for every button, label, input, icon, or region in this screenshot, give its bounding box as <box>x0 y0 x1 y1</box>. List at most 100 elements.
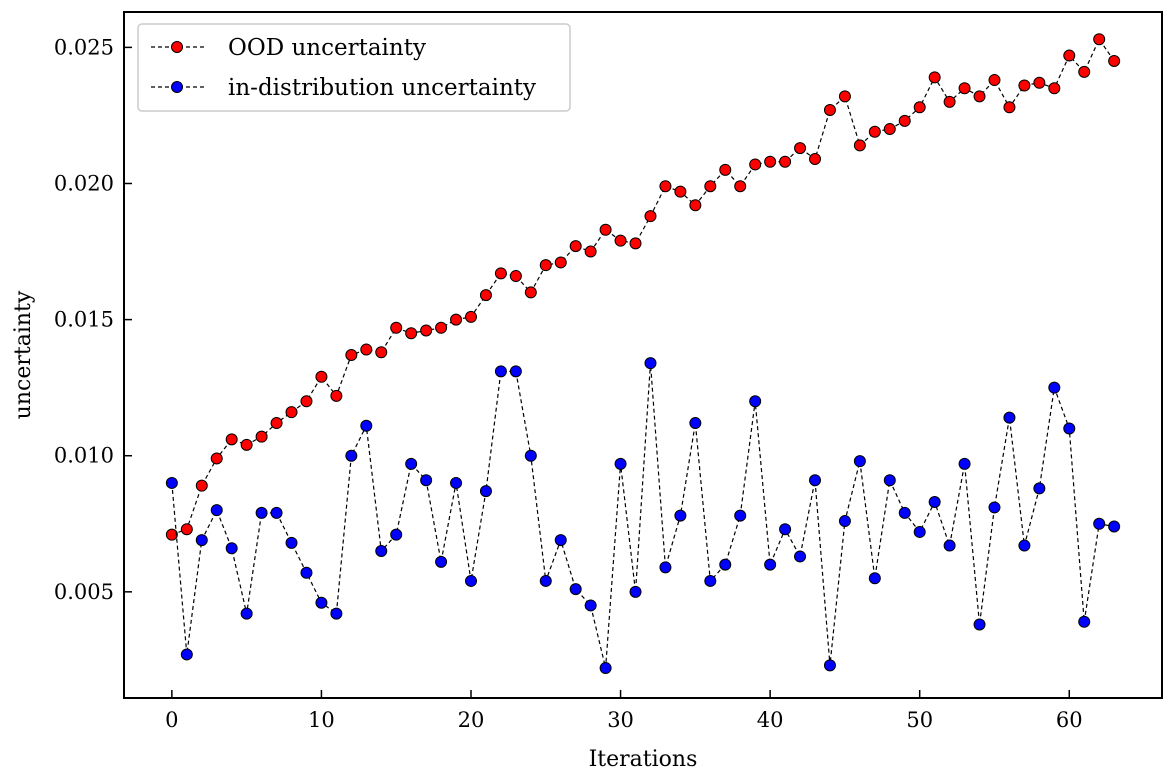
y-tick-label: 0.015 <box>54 308 114 332</box>
series-1-point <box>614 234 627 247</box>
series-2-point <box>599 662 612 675</box>
series-2-point <box>779 523 792 536</box>
series-2-point <box>390 528 403 541</box>
series-1-point <box>958 82 971 95</box>
x-tick-label: 50 <box>906 708 933 732</box>
legend-label-2: in-distribution uncertainty <box>228 75 536 101</box>
series-layer <box>165 33 1121 675</box>
x-axis-label: Iterations <box>589 747 698 772</box>
series-1-point <box>644 210 657 223</box>
series-2-point <box>853 455 866 468</box>
ticks-layer: 0 10 20 30 40 50 60 0.005 0.010 0.015 0.020 0.025 <box>54 35 1083 732</box>
y-tick-label: 0.010 <box>54 444 114 468</box>
series-1-point <box>554 256 567 269</box>
series-2-point <box>255 506 268 519</box>
y-tick-label: 0.005 <box>54 580 114 604</box>
series-2-point <box>435 555 448 568</box>
series-2-point <box>375 545 388 557</box>
series-2-point <box>838 515 851 528</box>
series-2-point <box>405 457 418 470</box>
series-2-point <box>719 558 732 571</box>
series-1-point <box>584 245 597 258</box>
series-2-point <box>973 618 986 631</box>
series-1-point <box>390 321 403 334</box>
series-1-point <box>1108 55 1121 67</box>
series-1-line <box>171 38 1115 536</box>
series-1-point <box>315 370 328 383</box>
series-2-point <box>420 474 433 487</box>
x-tick-label: 30 <box>607 708 634 732</box>
series-1-point <box>704 180 717 193</box>
series-2-point <box>898 506 911 519</box>
series-1-point <box>539 259 552 272</box>
series-1-point <box>1018 79 1031 92</box>
series-2-point <box>509 365 522 378</box>
series-1-point <box>270 417 283 430</box>
series-1-point <box>823 104 836 116</box>
series-2-point <box>659 561 672 574</box>
series-2-point <box>165 476 178 489</box>
series-2-point <box>225 542 238 555</box>
series-1-point <box>764 155 777 168</box>
series-1-point <box>988 74 1001 87</box>
series-2 <box>165 357 1121 675</box>
series-1-point <box>809 153 821 165</box>
series-2-point <box>764 558 777 571</box>
series-2-point <box>539 574 552 587</box>
series-1-point <box>883 123 896 136</box>
series-2-point <box>300 566 313 579</box>
series-1-point <box>210 452 223 465</box>
series-2-point <box>180 648 193 661</box>
series-1-point <box>1048 82 1061 95</box>
series-1-point <box>330 389 343 402</box>
series-2-point <box>958 457 971 470</box>
series-2-point <box>1063 422 1076 435</box>
plot-frame <box>123 11 1163 699</box>
series-1-point <box>569 240 582 253</box>
series-1-point <box>435 321 448 334</box>
series-1-point <box>674 185 687 198</box>
series-2-point <box>270 506 283 519</box>
series-1-point <box>973 90 986 103</box>
series-2-point <box>1108 520 1121 533</box>
legend-box <box>137 23 571 112</box>
series-1-point <box>1093 33 1106 46</box>
series-2-point <box>943 539 956 552</box>
series-1-point <box>853 139 866 152</box>
y-tick-label: 0.025 <box>54 35 114 59</box>
series-1-point <box>913 101 926 114</box>
legend: OOD uncertainty in-distribution uncertain… <box>137 23 571 112</box>
series-1-point <box>928 71 941 84</box>
series-2-point <box>644 357 657 370</box>
series-1-point <box>734 180 747 193</box>
series-2-point <box>1078 615 1091 628</box>
legend-label-1: OOD uncertainty <box>228 35 426 61</box>
series-2-point <box>360 419 373 432</box>
series-1-point <box>1063 49 1076 62</box>
legend-marker-2 <box>171 81 183 93</box>
legend-marker-1 <box>171 41 183 53</box>
series-2-point <box>689 417 702 430</box>
series-2-point <box>1018 539 1031 552</box>
series-2-point <box>450 476 463 489</box>
y-tick-label: 0.020 <box>54 172 114 196</box>
series-2-point <box>1093 517 1106 530</box>
series-1-point <box>255 430 268 443</box>
series-2-point <box>524 449 537 462</box>
series-1-point <box>165 528 178 541</box>
series-2-point <box>988 501 1001 514</box>
series-1-point <box>898 114 911 127</box>
series-1-point <box>943 95 956 108</box>
series-1-point <box>450 313 463 326</box>
series-2-point <box>883 474 896 487</box>
series-2-point <box>1048 381 1061 394</box>
series-1-point <box>494 267 507 280</box>
series-1-point <box>1078 65 1091 78</box>
series-1-point <box>719 163 732 176</box>
series-1-point <box>300 395 313 408</box>
series-2-point <box>1033 482 1046 495</box>
series-1-point <box>794 142 807 155</box>
series-2-line <box>171 363 1115 669</box>
x-tick-label: 60 <box>1056 708 1083 732</box>
